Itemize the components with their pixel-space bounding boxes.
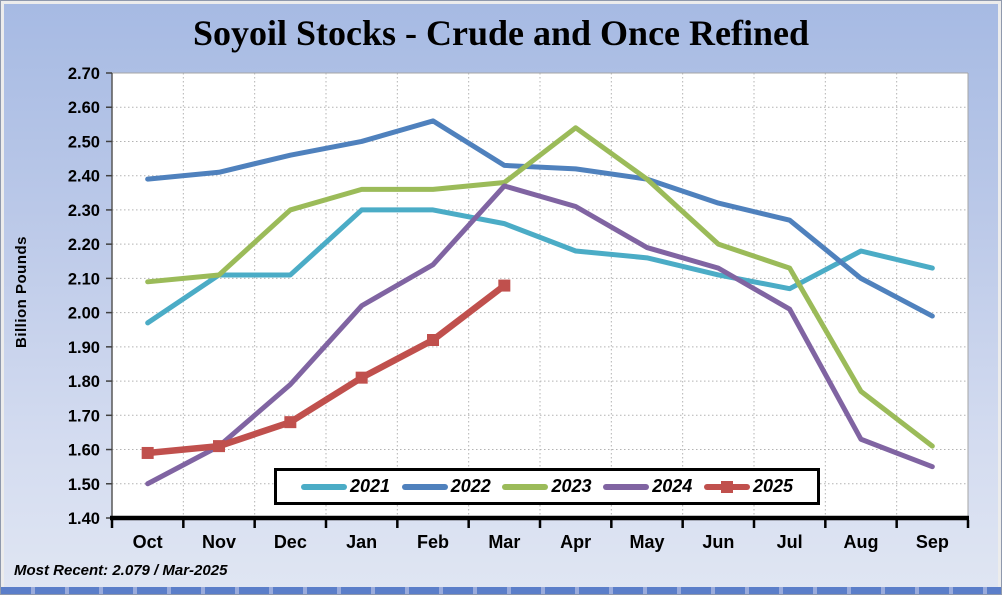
x-tick-label: May [629, 532, 664, 552]
y-tick-label: 2.70 [68, 65, 100, 83]
y-tick-label: 2.10 [68, 270, 100, 288]
legend-swatch-2022 [401, 483, 448, 490]
legend-item-2021: 2021 [301, 476, 390, 497]
y-axis-title: Billion Pounds [13, 236, 30, 348]
series-line-2025 [144, 282, 508, 457]
y-tick-label: 2.00 [68, 305, 100, 323]
legend-label-2021: 2021 [350, 476, 391, 496]
bottom-accent-bar [1, 587, 1001, 594]
y-tick-label: 1.80 [68, 373, 100, 391]
legend-label-2025: 2025 [752, 476, 793, 496]
y-tick-label: 2.40 [68, 168, 100, 186]
legend-swatch-2024 [603, 483, 650, 490]
x-tick-label: Jan [346, 532, 377, 552]
x-tick-label: Dec [274, 532, 307, 552]
series-marker-2025 [498, 279, 511, 292]
most-recent-note: Most Recent: 2.079 / Mar-2025 [14, 562, 228, 579]
legend-label-2024: 2024 [652, 476, 693, 496]
legend-item-2025: 2025 [703, 476, 793, 497]
x-tick-label: Oct [133, 532, 163, 552]
series-marker-2025 [141, 446, 154, 459]
series-line-2021 [145, 207, 935, 326]
x-tick-label: Jul [777, 532, 803, 552]
legend-marker-2025 [720, 480, 733, 493]
y-tick-label: 2.20 [68, 236, 100, 254]
line-chart: 2.70 2.60 2.50 2.40 2.30 2.20 2.10 2.00 1.90 1.80… [68, 65, 970, 552]
legend-label-2023: 2023 [551, 476, 592, 496]
legend-label-2022: 2022 [450, 476, 491, 496]
legend-item-2023: 2023 [502, 476, 592, 497]
y-tick-label: 2.60 [68, 99, 100, 117]
x-tick-label: Aug [844, 532, 879, 552]
series-marker-2025 [355, 371, 368, 384]
y-tick-label: 1.40 [68, 510, 100, 528]
legend-item-2022: 2022 [401, 476, 491, 497]
series-line-2023 [145, 125, 935, 449]
legend-item-2024: 2024 [603, 476, 692, 497]
plot-area [112, 73, 968, 518]
y-tick-label: 1.70 [68, 407, 100, 425]
x-tick-label: Sep [916, 532, 949, 552]
y-tick-label: 1.50 [68, 476, 100, 494]
series-marker-2025 [284, 416, 297, 429]
x-tick-label: Apr [560, 532, 591, 552]
y-tick-label: 2.50 [68, 133, 100, 151]
series-line-2022 [145, 118, 935, 319]
legend-swatch-2025 [703, 480, 750, 493]
y-tick-label: 2.30 [68, 202, 100, 220]
series-marker-2025 [427, 334, 439, 346]
series-marker-2025 [213, 440, 225, 453]
legend-swatch-2021 [301, 483, 347, 490]
y-tick-label: 1.90 [68, 339, 100, 357]
y-tick-label: 1.60 [68, 442, 100, 460]
x-tick-label: Mar [488, 532, 520, 552]
series-line-2024 [145, 183, 935, 487]
chart-title: Soyoil Stocks - Crude and Once Refined [192, 13, 810, 53]
x-tick-label: Feb [417, 532, 449, 552]
x-tick-label: Nov [202, 532, 236, 552]
x-tick-label: Jun [702, 532, 734, 552]
legend: 2021 2022 2023 2024 2025 [274, 468, 820, 505]
legend-swatch-2023 [502, 483, 549, 490]
